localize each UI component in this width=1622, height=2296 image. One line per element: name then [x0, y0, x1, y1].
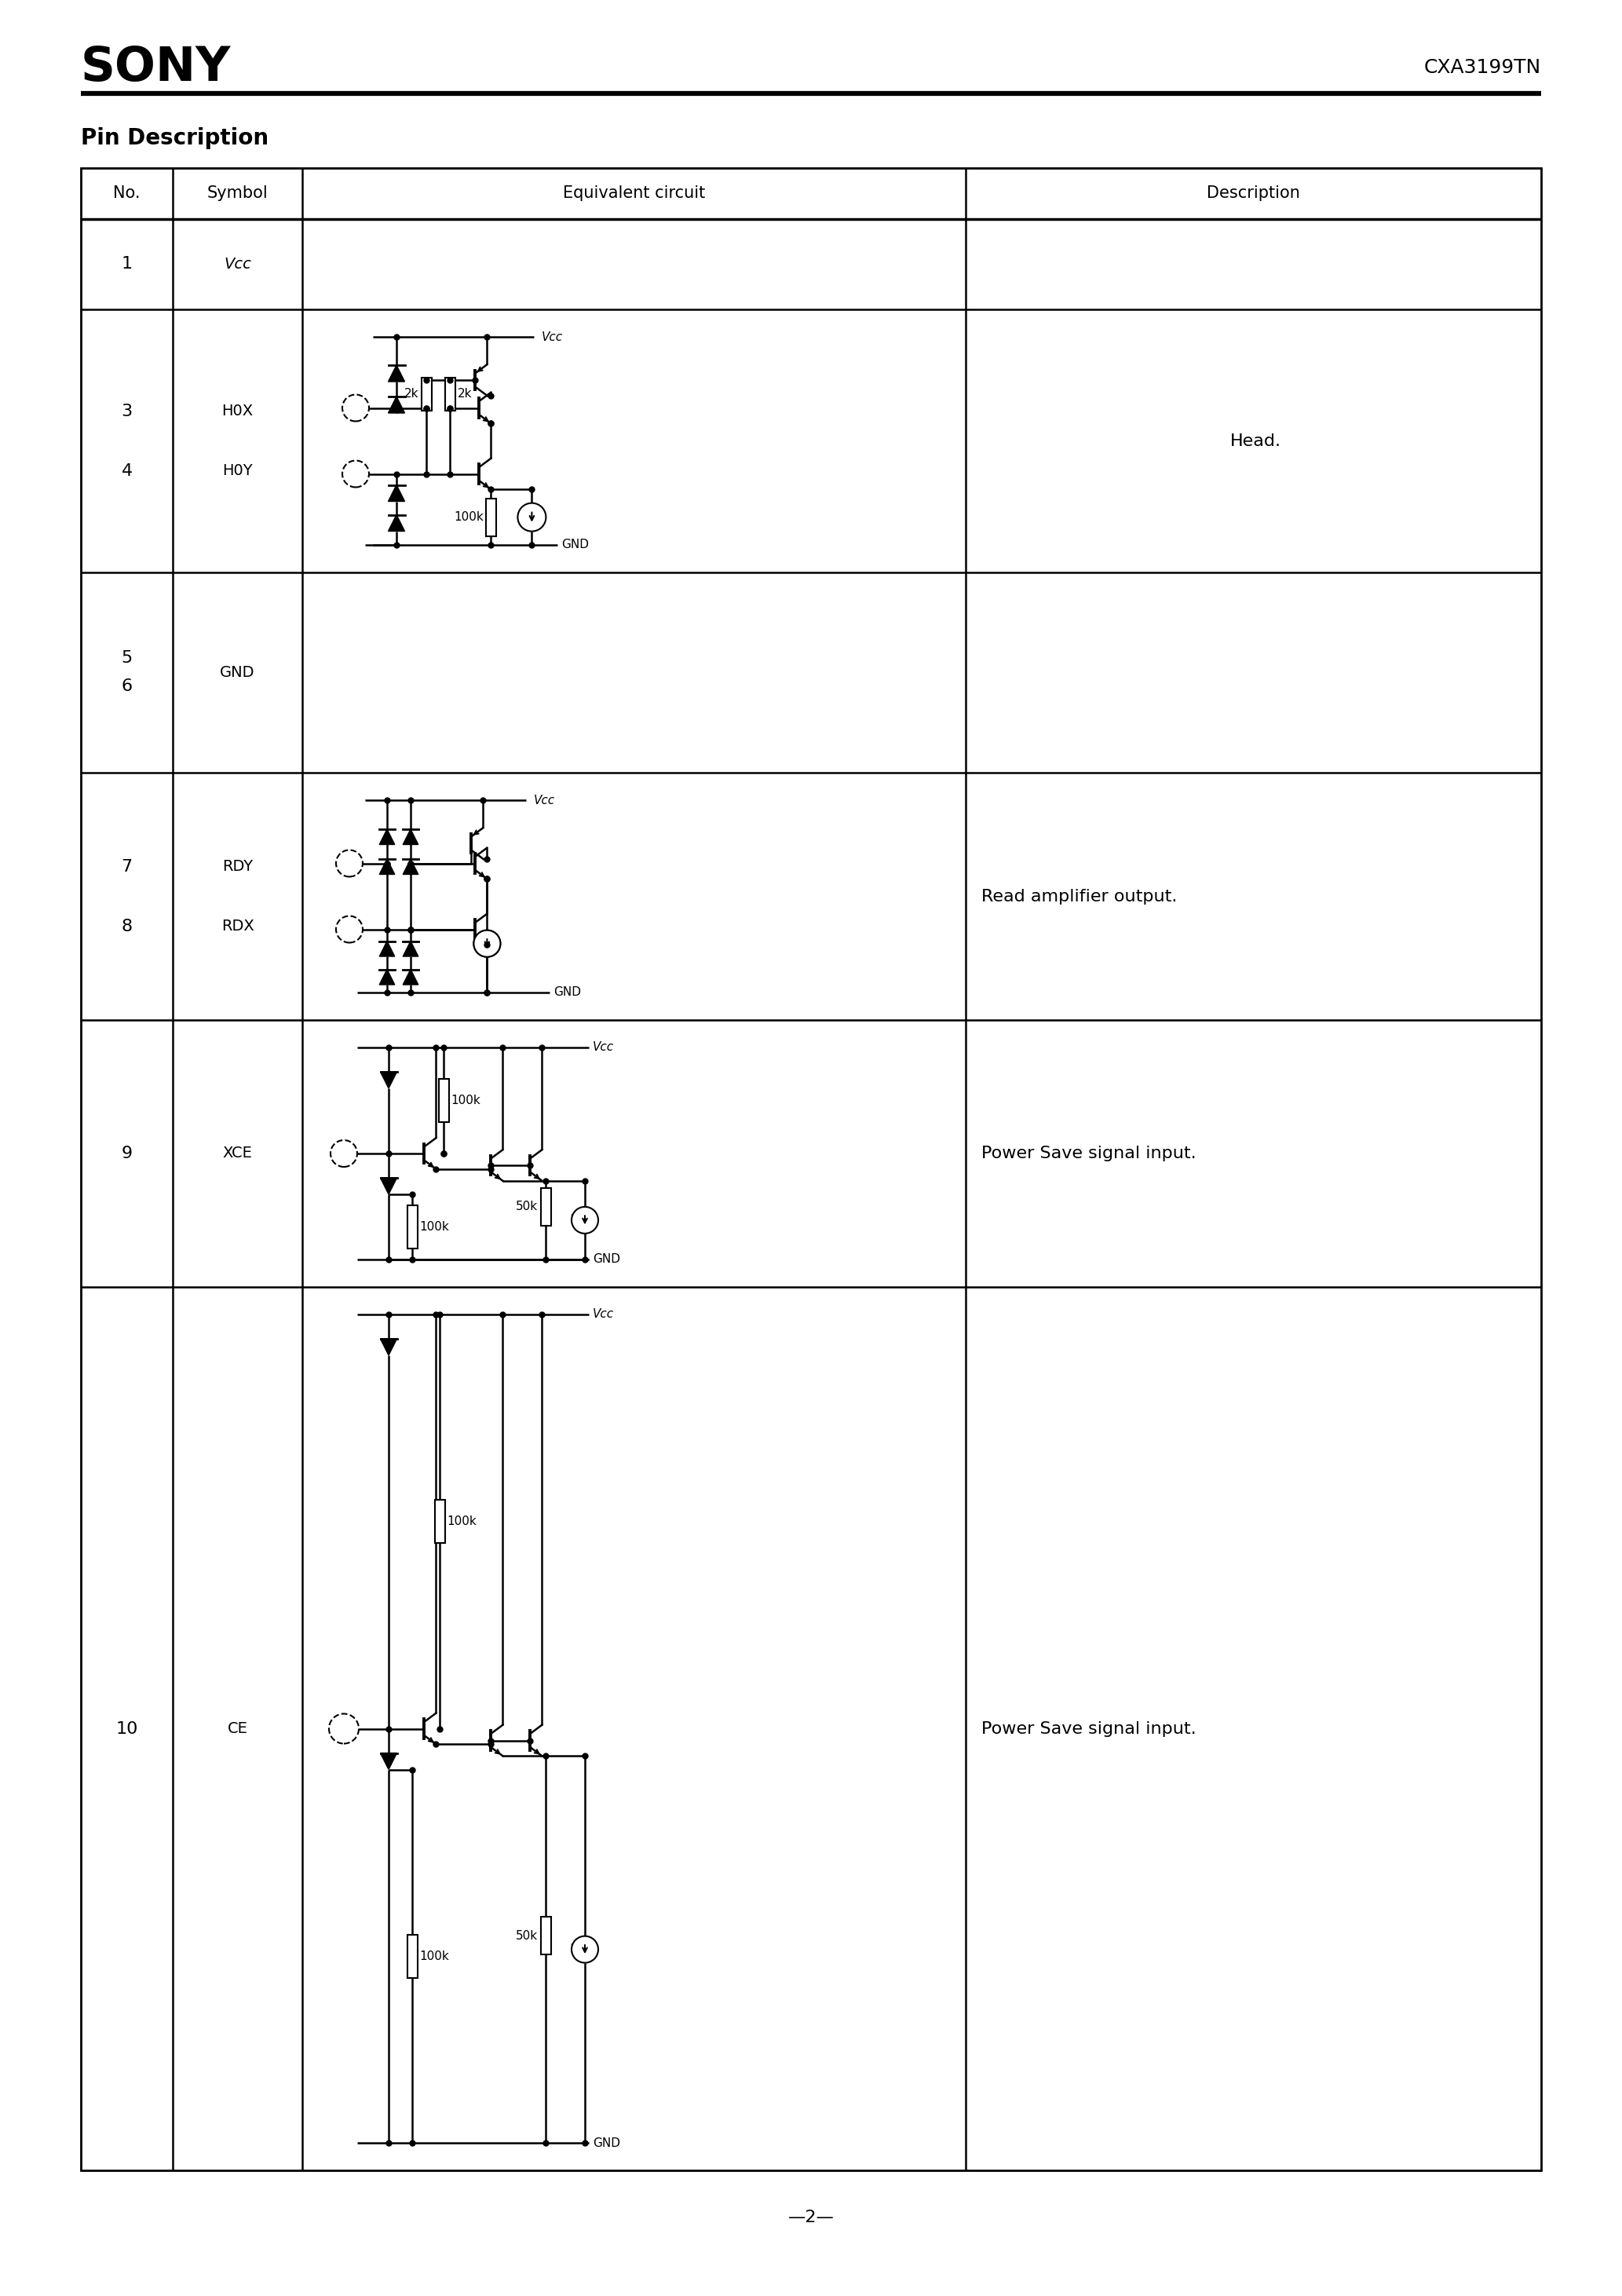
Text: H0X: H0X [222, 404, 253, 418]
Circle shape [342, 395, 368, 420]
Text: Description: Description [1207, 186, 1301, 202]
Text: —2—: —2— [788, 2209, 834, 2225]
Text: 6: 6 [122, 680, 133, 693]
Text: 1: 1 [122, 257, 133, 273]
Text: GND: GND [553, 987, 581, 999]
Text: 50k: 50k [516, 1201, 539, 1212]
Text: 10: 10 [336, 1722, 352, 1736]
Text: GND: GND [592, 2138, 620, 2149]
Bar [444, 377, 454, 411]
Text: SONY: SONY [81, 44, 230, 92]
Polygon shape [402, 859, 418, 875]
Text: 2k: 2k [404, 388, 418, 400]
Polygon shape [380, 941, 394, 957]
Text: GND: GND [561, 540, 589, 551]
Circle shape [474, 930, 501, 957]
Bar [422, 377, 431, 411]
Text: Equivalent circuit: Equivalent circuit [563, 186, 706, 202]
Polygon shape [380, 829, 394, 845]
Bar [540, 1187, 551, 1226]
Text: XCE: XCE [222, 1146, 253, 1162]
Text: 9: 9 [122, 1146, 133, 1162]
Text: No.: No. [114, 186, 141, 202]
Text: 10: 10 [115, 1720, 138, 1736]
Circle shape [329, 1713, 358, 1743]
Text: 4: 4 [352, 466, 360, 480]
Text: 100k: 100k [454, 512, 483, 523]
Circle shape [342, 461, 368, 487]
Circle shape [571, 1936, 599, 1963]
Bar [407, 1205, 417, 1249]
Text: 2k: 2k [457, 388, 472, 400]
Circle shape [336, 916, 363, 944]
Text: Pin Description: Pin Description [81, 126, 269, 149]
Text: Vcc: Vcc [592, 1042, 615, 1054]
Text: Power Save signal input.: Power Save signal input. [981, 1146, 1195, 1162]
Text: 50k: 50k [516, 1931, 539, 1942]
Polygon shape [380, 969, 394, 985]
Text: RDY: RDY [222, 859, 253, 875]
Polygon shape [388, 397, 406, 413]
Polygon shape [388, 365, 406, 381]
Polygon shape [388, 484, 406, 501]
Text: Vcc: Vcc [534, 794, 555, 806]
Text: Symbol: Symbol [208, 186, 268, 202]
Text: 1.6V: 1.6V [569, 1942, 597, 1956]
Text: 100k: 100k [420, 1949, 449, 1963]
Polygon shape [381, 1072, 397, 1088]
Text: Power Save signal input.: Power Save signal input. [981, 1720, 1195, 1736]
Polygon shape [402, 829, 418, 845]
Text: 9: 9 [339, 1146, 349, 1159]
Text: 7: 7 [122, 859, 133, 875]
Text: 1.6V: 1.6V [569, 1215, 597, 1226]
Text: GND: GND [221, 666, 255, 680]
Text: 100k: 100k [448, 1515, 477, 1527]
Circle shape [474, 930, 501, 957]
Circle shape [331, 1141, 357, 1166]
Text: 8: 8 [122, 918, 133, 934]
Bar [435, 1499, 444, 1543]
Text: 100k: 100k [451, 1095, 480, 1107]
Circle shape [336, 850, 363, 877]
Text: 3: 3 [352, 402, 360, 416]
Polygon shape [402, 969, 418, 985]
Bar [438, 1079, 449, 1123]
Text: 8: 8 [345, 923, 354, 937]
Polygon shape [381, 1754, 397, 1770]
Polygon shape [380, 859, 394, 875]
Text: CE: CE [227, 1722, 248, 1736]
Bar [540, 1917, 551, 1954]
Text: CXA3199TN: CXA3199TN [1424, 57, 1541, 78]
Polygon shape [381, 1178, 397, 1194]
Text: GND: GND [592, 1254, 620, 1265]
Polygon shape [381, 1339, 397, 1355]
Bar [407, 1936, 417, 1977]
Bar [487, 498, 496, 535]
Text: 7: 7 [345, 856, 354, 870]
Text: Head.: Head. [1229, 434, 1281, 448]
Text: 5: 5 [122, 650, 133, 666]
Circle shape [517, 503, 547, 530]
Circle shape [571, 1208, 599, 1233]
Polygon shape [388, 514, 406, 530]
Text: 100k: 100k [420, 1221, 449, 1233]
Bar [81, 168, 1541, 2170]
Text: Vcc: Vcc [542, 331, 563, 342]
Text: Vcc: Vcc [224, 257, 251, 271]
Text: Vcc: Vcc [592, 1309, 615, 1320]
Text: 4: 4 [122, 464, 133, 478]
Text: H0Y: H0Y [222, 464, 253, 478]
Polygon shape [402, 941, 418, 957]
Text: RDX: RDX [221, 918, 255, 934]
Text: 3: 3 [122, 404, 133, 418]
Text: Read amplifier output.: Read amplifier output. [981, 889, 1178, 905]
